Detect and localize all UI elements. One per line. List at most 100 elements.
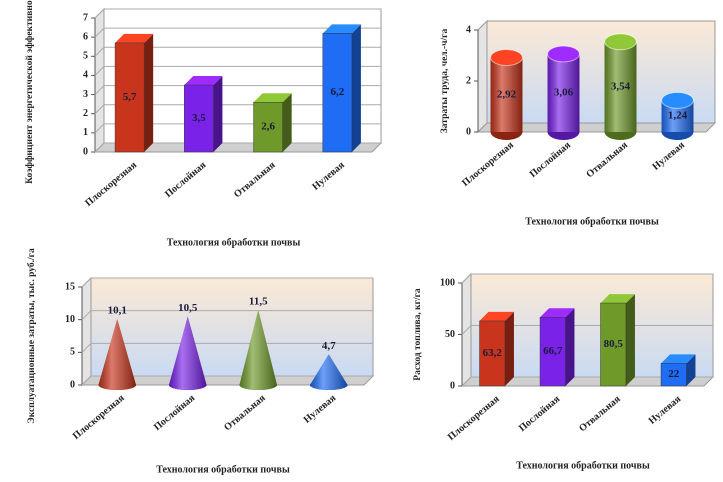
bar-group — [114, 33, 154, 153]
y-tick-label: 0 — [466, 126, 471, 137]
y-tick-label: 5 — [70, 347, 75, 358]
bar-side — [213, 76, 223, 152]
bar-shade — [98, 319, 137, 390]
x-tick-label: Отвальная — [222, 392, 268, 433]
x-tick-label: Нулевая — [650, 139, 687, 172]
grid-line — [461, 273, 713, 284]
x-tick-label: Плоскорезная — [460, 139, 516, 189]
value-label: 3,06 — [554, 87, 574, 99]
grid-line — [94, 46, 381, 57]
bar-group — [600, 294, 635, 387]
x-tick-label: Послойная — [152, 392, 198, 433]
y-tick-label: 4 — [83, 70, 88, 81]
x-axis-label: Технология обработки почвы — [156, 464, 290, 475]
grid-line — [81, 277, 373, 288]
bar-top — [540, 308, 575, 318]
bar-top — [322, 24, 361, 34]
x-tick-label: Нулевая — [647, 393, 684, 426]
bar-shade — [309, 354, 348, 390]
bar-shade — [168, 316, 207, 390]
grid-line — [94, 8, 381, 19]
y-tick-label: 2 — [466, 75, 471, 86]
bar-side — [504, 311, 514, 386]
bar-top — [661, 91, 694, 109]
bar-group — [660, 354, 696, 387]
bar-group — [98, 319, 137, 390]
y-tick-label: 10 — [65, 314, 75, 325]
y-axis-label: Эксплуатационные затраты, тыс. руб./га — [26, 248, 37, 424]
x-tick-label: Отвальная — [577, 393, 623, 434]
bar-side — [625, 294, 635, 386]
y-axis-label: Расход топлива, кг/га — [413, 288, 423, 381]
bar-top — [115, 33, 154, 43]
grid-line — [94, 65, 381, 76]
y-tick-label: 5 — [83, 51, 88, 62]
value-label: 10,5 — [178, 302, 198, 314]
bar-top — [253, 93, 292, 103]
value-label: 63,2 — [483, 347, 503, 359]
y-tick-label: 0 — [83, 146, 88, 157]
bar-top — [184, 76, 223, 85]
bar — [479, 320, 506, 387]
bar-group — [604, 33, 637, 140]
bar-shade — [239, 309, 278, 390]
bar-side — [565, 308, 575, 386]
bar-group — [309, 354, 348, 390]
value-label: 5,7 — [123, 91, 137, 103]
value-label: 11,5 — [249, 295, 268, 307]
value-label: 3,5 — [192, 112, 206, 124]
bar-group — [322, 24, 361, 153]
x-tick-label: Нулевая — [302, 392, 339, 425]
bar — [253, 101, 283, 153]
grid-line — [81, 342, 373, 353]
y-tick-label: 7 — [83, 12, 88, 23]
bar-group — [490, 49, 523, 140]
side-wall — [477, 19, 488, 134]
bar-side — [351, 24, 361, 152]
value-label: 3,54 — [611, 80, 631, 92]
bar-shade — [490, 57, 523, 132]
value-label: 22 — [668, 368, 680, 380]
bar-group — [547, 45, 580, 140]
x-tick-label: Плоскорезная — [71, 392, 127, 442]
value-label: 2,92 — [497, 88, 517, 100]
y-tick-label: 3 — [83, 89, 88, 100]
y-tick-label: 50 — [445, 329, 455, 340]
y-tick-label: 6 — [83, 31, 88, 42]
bar-top — [600, 294, 635, 304]
bar-side — [686, 354, 696, 386]
bar-group — [184, 76, 223, 153]
grid-line — [94, 85, 381, 95]
bar — [539, 317, 566, 387]
x-tick-label: Нулевая — [310, 159, 347, 192]
x-tick-label: Отвальная — [584, 139, 630, 180]
bar-top — [479, 311, 514, 321]
bar — [660, 363, 687, 387]
y-tick-label: 4 — [466, 24, 471, 35]
value-label: 6,2 — [331, 86, 345, 98]
bar — [184, 84, 214, 153]
y-axis-label: Коэффициент энергетической эффективности — [24, 0, 35, 184]
bar — [114, 42, 145, 153]
bar-shade — [604, 41, 637, 133]
bar-side — [282, 93, 292, 152]
value-label: 80,5 — [604, 338, 624, 350]
value-label: 66,7 — [543, 345, 563, 357]
side-wall — [81, 276, 92, 387]
bar-top — [547, 45, 580, 63]
grid-line — [81, 375, 373, 386]
bar — [322, 33, 353, 153]
bar — [600, 302, 627, 387]
bar-top — [604, 33, 637, 51]
bar-top — [490, 49, 523, 67]
x-tick-label: Послойная — [517, 393, 563, 434]
grid-line — [81, 310, 373, 321]
x-tick-label: Плоскорезная — [446, 393, 502, 443]
y-tick-label: 0 — [70, 379, 75, 390]
grid-line — [94, 27, 381, 38]
x-tick-label: Отвальная — [232, 159, 278, 200]
y-tick-label: 0 — [450, 380, 455, 391]
x-tick-label: Плоскорезная — [83, 159, 139, 209]
y-tick-label: 2 — [83, 108, 88, 119]
